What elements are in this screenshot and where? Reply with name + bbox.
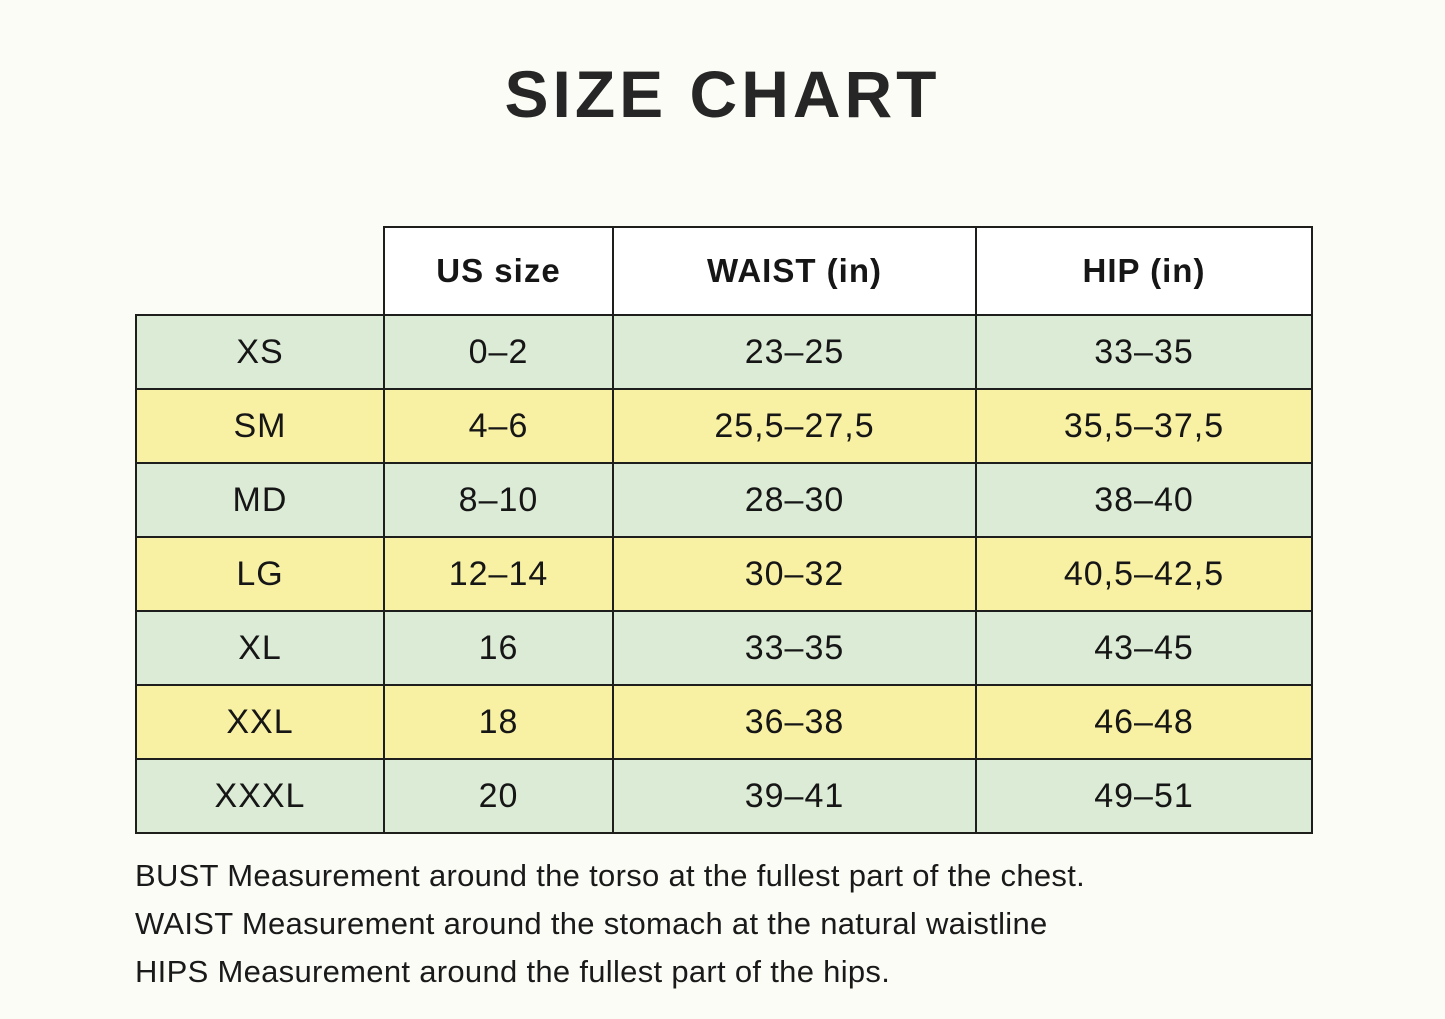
- us-size-cell: 20: [383, 758, 614, 834]
- size-cell: LG: [135, 536, 385, 612]
- table-row: XXXL 20 39–41 49–51: [135, 758, 1313, 834]
- waist-cell: 23–25: [612, 314, 977, 390]
- corner-empty-cell: [136, 227, 384, 315]
- table-row: LG 12–14 30–32 40,5–42,5: [135, 536, 1313, 612]
- page-title: SIZE CHART: [504, 57, 941, 131]
- column-header-waist: WAIST (in): [612, 226, 977, 316]
- waist-cell: 25,5–27,5: [612, 388, 977, 464]
- us-size-cell: 16: [383, 610, 614, 686]
- table-row: XL 16 33–35 43–45: [135, 610, 1313, 686]
- size-cell: SM: [135, 388, 385, 464]
- size-cell: XXXL: [135, 758, 385, 834]
- measurement-notes: BUST Measurement around the torso at the…: [135, 852, 1335, 996]
- size-chart-table: US size WAIST (in) HIP (in) XS 0–2 23–25…: [135, 226, 1313, 834]
- note-waist: WAIST Measurement around the stomach at …: [135, 906, 1048, 941]
- hip-cell: 46–48: [975, 684, 1313, 760]
- note-hips: HIPS Measurement around the fullest part…: [135, 954, 891, 989]
- us-size-cell: 18: [383, 684, 614, 760]
- header-row: US size WAIST (in) HIP (in): [136, 226, 1313, 316]
- table-row: XS 0–2 23–25 33–35: [135, 314, 1313, 390]
- hip-cell: 33–35: [975, 314, 1313, 390]
- hip-cell: 35,5–37,5: [975, 388, 1313, 464]
- us-size-cell: 4–6: [383, 388, 614, 464]
- size-cell: XXL: [135, 684, 385, 760]
- column-header-hip: HIP (in): [975, 226, 1313, 316]
- size-cell: XL: [135, 610, 385, 686]
- hip-cell: 40,5–42,5: [975, 536, 1313, 612]
- hip-cell: 49–51: [975, 758, 1313, 834]
- size-cell: XS: [135, 314, 385, 390]
- table-row: XXL 18 36–38 46–48: [135, 684, 1313, 760]
- size-cell: MD: [135, 462, 385, 538]
- us-size-cell: 8–10: [383, 462, 614, 538]
- waist-cell: 33–35: [612, 610, 977, 686]
- hip-cell: 43–45: [975, 610, 1313, 686]
- us-size-cell: 12–14: [383, 536, 614, 612]
- waist-cell: 30–32: [612, 536, 977, 612]
- column-header-us-size: US size: [383, 226, 614, 316]
- waist-cell: 28–30: [612, 462, 977, 538]
- hip-cell: 38–40: [975, 462, 1313, 538]
- waist-cell: 39–41: [612, 758, 977, 834]
- table-row: MD 8–10 28–30 38–40: [135, 462, 1313, 538]
- us-size-cell: 0–2: [383, 314, 614, 390]
- note-bust: BUST Measurement around the torso at the…: [135, 858, 1086, 893]
- waist-cell: 36–38: [612, 684, 977, 760]
- table-row: SM 4–6 25,5–27,5 35,5–37,5: [135, 388, 1313, 464]
